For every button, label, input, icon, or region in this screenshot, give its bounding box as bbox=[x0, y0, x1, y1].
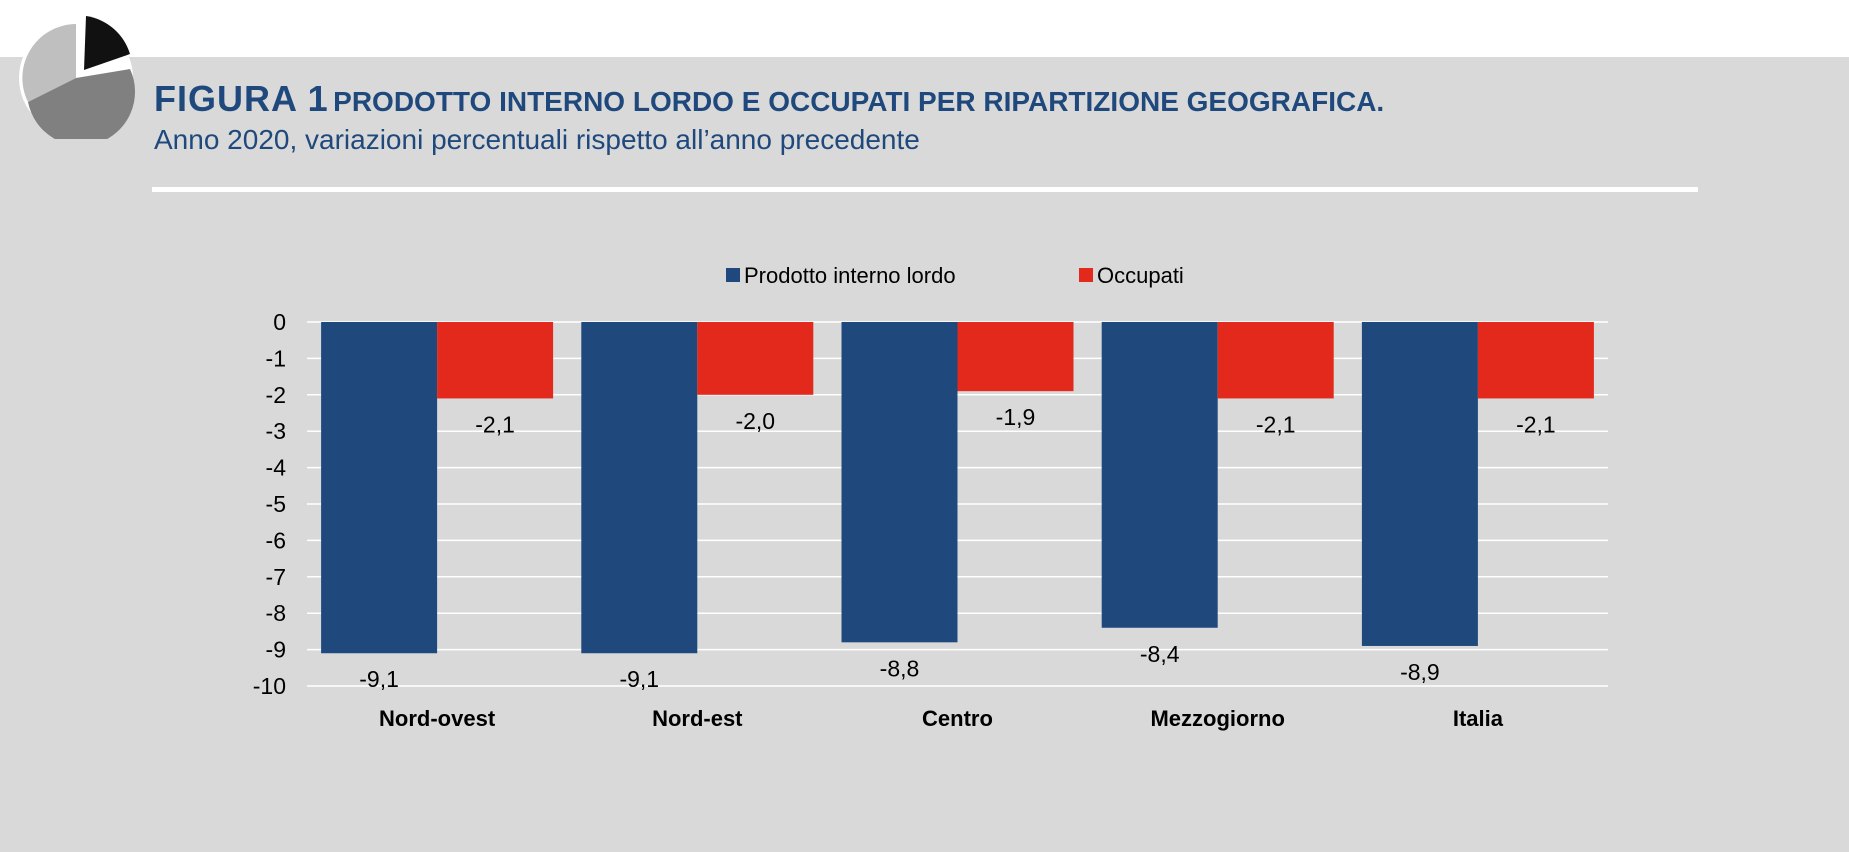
figure-title: FIGURA 1 PRODOTTO INTERNO LORDO E OCCUPA… bbox=[154, 78, 1384, 120]
category-label: Nord-est bbox=[652, 706, 743, 731]
category-label: Italia bbox=[1453, 706, 1504, 731]
data-label: -8,4 bbox=[1140, 641, 1180, 667]
y-tick-label: -7 bbox=[266, 564, 286, 590]
data-label: -8,9 bbox=[1400, 659, 1440, 685]
data-label: -1,9 bbox=[996, 404, 1036, 430]
pie-chart-logo-icon bbox=[19, 16, 136, 139]
bar-pil bbox=[321, 322, 438, 654]
bar-pil bbox=[1361, 322, 1478, 646]
bar-pil bbox=[841, 322, 958, 643]
bar-occupati bbox=[957, 322, 1074, 392]
y-tick-label: -5 bbox=[266, 491, 286, 517]
legend-swatch bbox=[726, 268, 740, 282]
bar-pil bbox=[1101, 322, 1218, 628]
data-label: -2,1 bbox=[475, 411, 515, 437]
y-tick-label: 0 bbox=[273, 309, 286, 335]
bar-occupati bbox=[697, 322, 814, 395]
data-label: -2,1 bbox=[1256, 411, 1296, 437]
y-tick-label: -6 bbox=[266, 527, 286, 553]
y-tick-label: -4 bbox=[266, 455, 287, 481]
y-tick-label: -1 bbox=[266, 345, 286, 371]
data-label: -2,0 bbox=[735, 408, 775, 434]
y-tick-label: -10 bbox=[253, 673, 286, 699]
category-label: Nord-ovest bbox=[379, 706, 496, 731]
y-tick-label: -2 bbox=[266, 382, 286, 408]
data-label: -8,8 bbox=[880, 655, 920, 681]
figure-label: FIGURA 1 bbox=[154, 78, 329, 119]
data-label: -9,1 bbox=[359, 666, 399, 692]
bar-occupati bbox=[1217, 322, 1334, 399]
bar-occupati bbox=[437, 322, 554, 399]
data-label: -9,1 bbox=[619, 666, 659, 692]
y-tick-label: -3 bbox=[266, 418, 286, 444]
legend-swatch bbox=[1079, 268, 1093, 282]
y-tick-label: -9 bbox=[266, 637, 286, 663]
legend-label: Prodotto interno lordo bbox=[744, 263, 956, 288]
figure-title-text: PRODOTTO INTERNO LORDO E OCCUPATI PER RI… bbox=[333, 86, 1385, 117]
y-tick-label: -8 bbox=[266, 600, 286, 626]
figure-subtitle: Anno 2020, variazioni percentuali rispet… bbox=[154, 124, 920, 155]
category-label: Mezzogiorno bbox=[1150, 706, 1284, 731]
bar-pil bbox=[581, 322, 698, 654]
data-label: -2,1 bbox=[1516, 411, 1556, 437]
bar-occupati bbox=[1477, 322, 1594, 399]
title-divider bbox=[152, 187, 1698, 192]
legend-label: Occupati bbox=[1097, 263, 1184, 288]
category-label: Centro bbox=[922, 706, 993, 731]
